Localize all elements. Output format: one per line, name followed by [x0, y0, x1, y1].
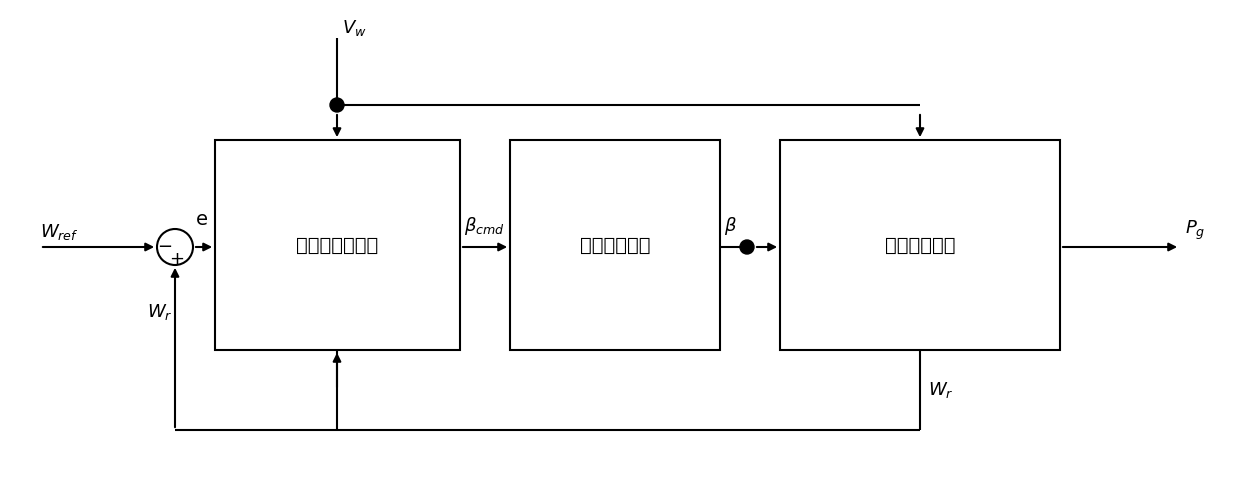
Text: 风机与发电机: 风机与发电机: [885, 236, 955, 254]
Text: $W_{r}$: $W_{r}$: [928, 380, 954, 400]
Text: $+$: $+$: [170, 250, 185, 268]
Bar: [216, 140, 460, 350]
Text: $W_{ref}$: $W_{ref}$: [40, 222, 79, 242]
Text: $\beta$: $\beta$: [724, 215, 737, 237]
Text: e: e: [196, 210, 208, 229]
Circle shape: [330, 98, 344, 112]
Bar: [510, 140, 720, 350]
Text: $V_{w}$: $V_{w}$: [342, 18, 367, 38]
Circle shape: [740, 240, 755, 254]
Bar: [781, 140, 1061, 350]
Text: $P_{g}$: $P_{g}$: [1184, 219, 1206, 242]
Text: $\beta_{cmd}$: $\beta_{cmd}$: [463, 215, 504, 237]
Text: $-$: $-$: [157, 236, 172, 254]
Text: $W_{r}$: $W_{r}$: [147, 302, 172, 322]
Text: 液压伺服系统: 液压伺服系统: [580, 236, 650, 254]
Text: 桨距角控制系统: 桨距角控制系统: [296, 236, 378, 254]
